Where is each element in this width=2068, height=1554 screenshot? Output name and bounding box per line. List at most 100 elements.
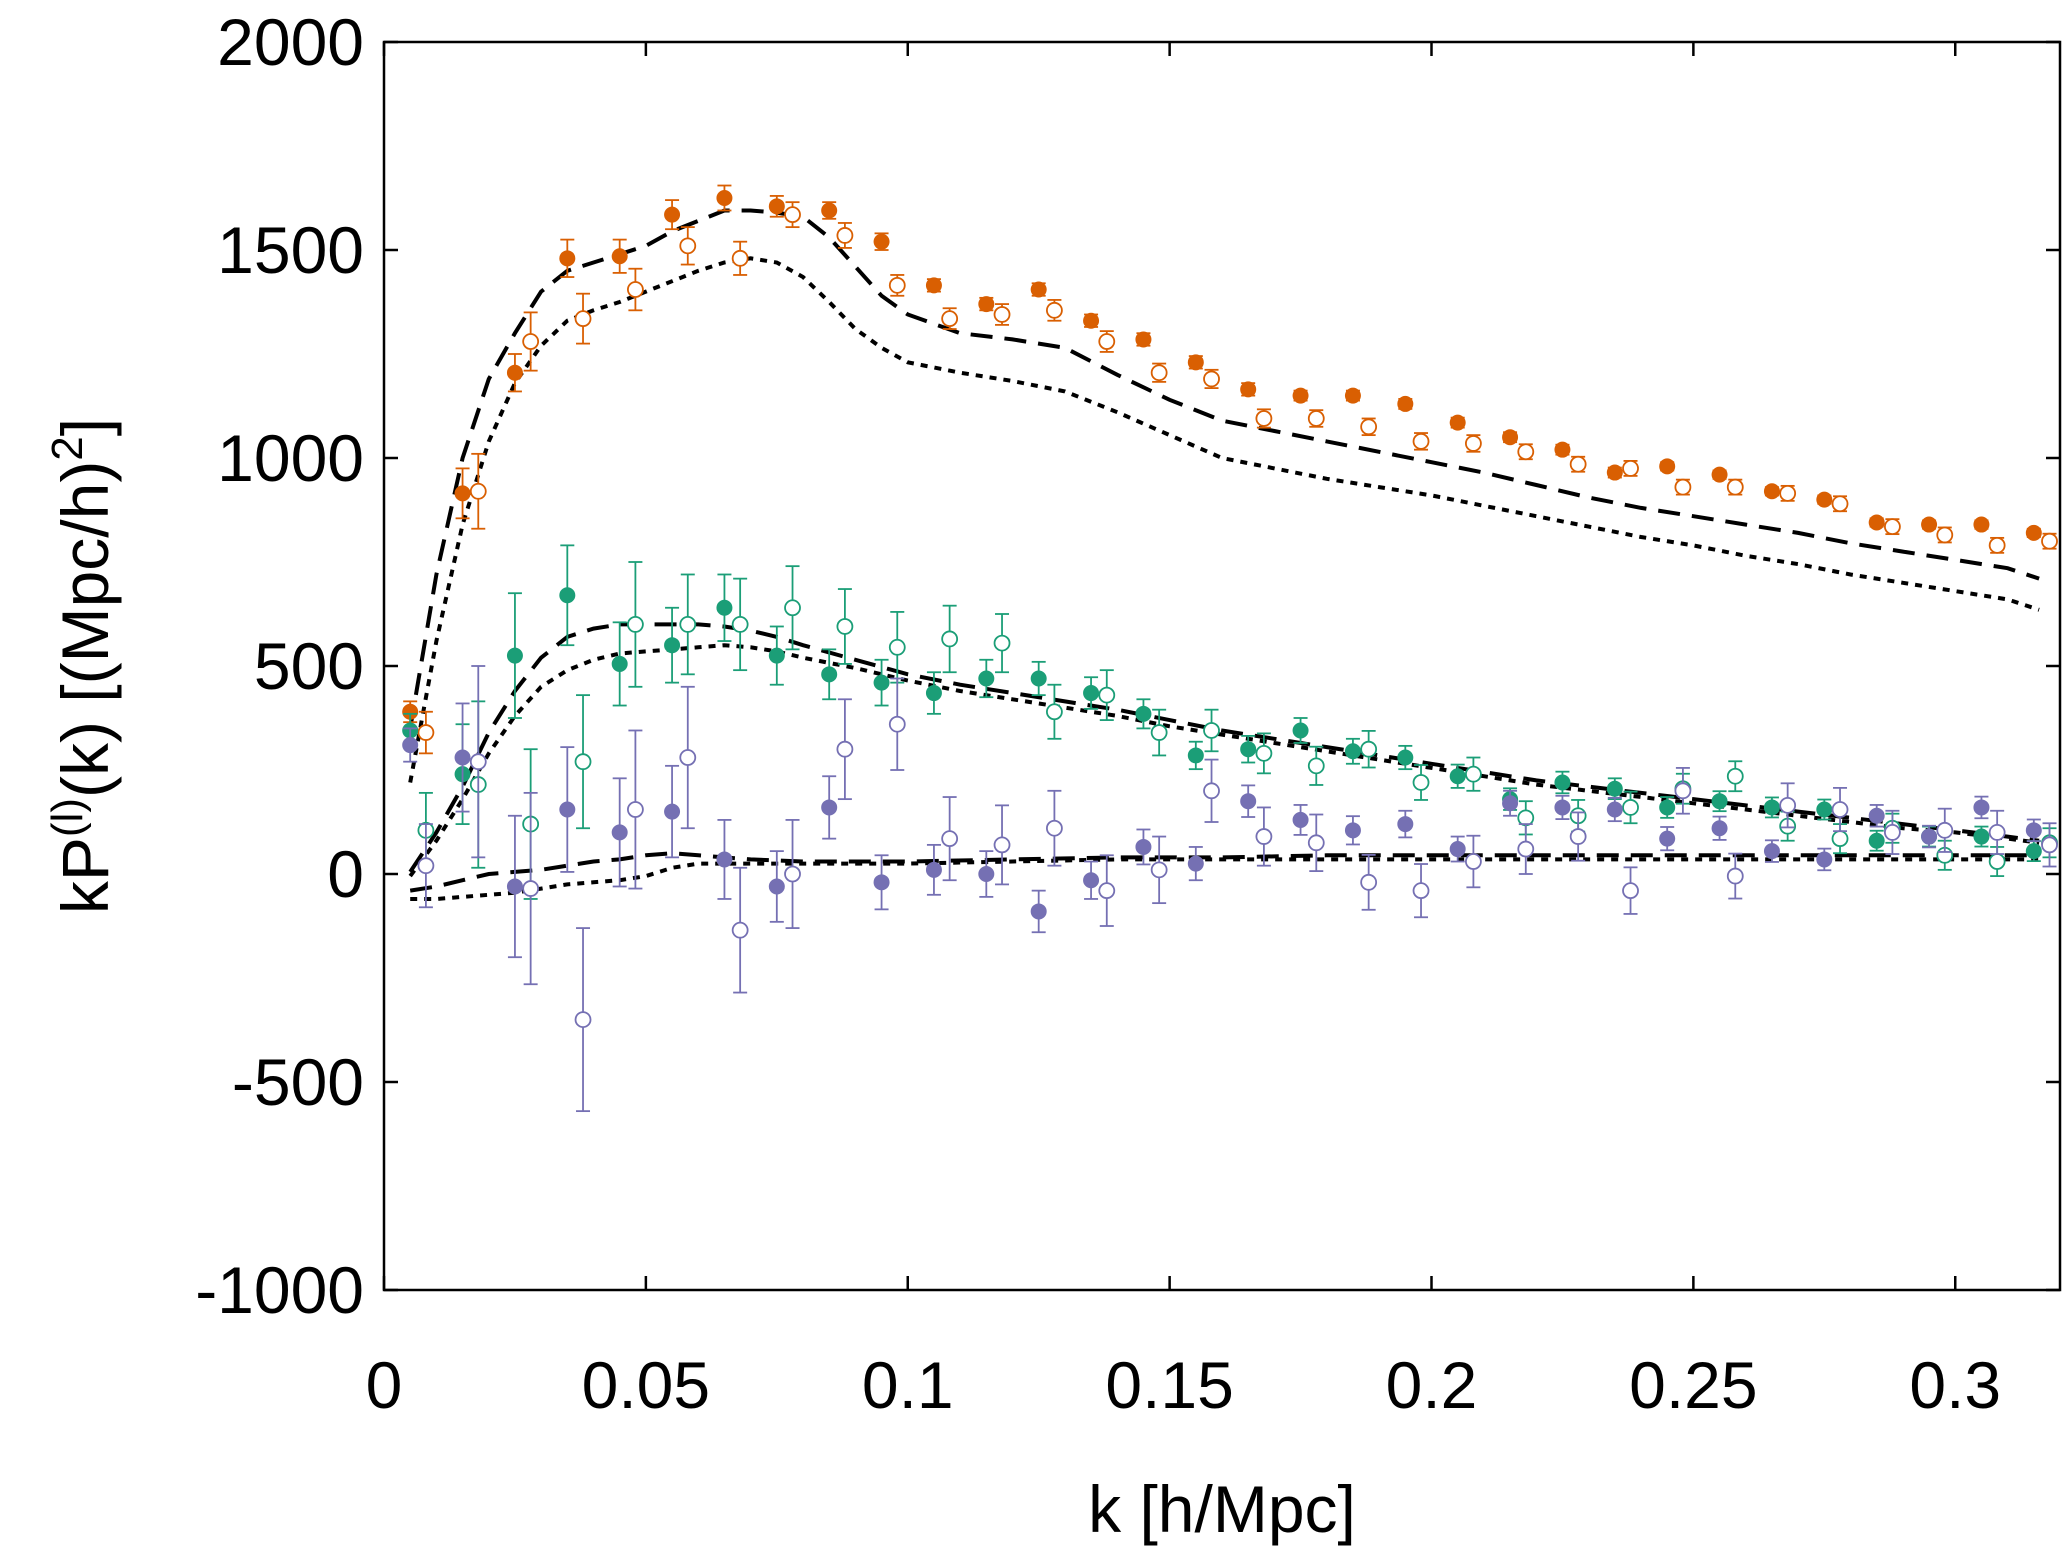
data-point-filled — [2025, 524, 2042, 541]
data-point-open — [836, 227, 854, 244]
data-point-open — [1936, 526, 1954, 544]
data-point-open — [784, 865, 801, 883]
data-point-filled — [821, 202, 838, 219]
data-point-filled — [1868, 514, 1885, 531]
data-point-filled — [454, 749, 471, 766]
data-point-filled — [1606, 780, 1623, 797]
data-point-open — [1046, 819, 1063, 837]
data-point-filled — [768, 198, 785, 215]
data-point-open — [1203, 370, 1220, 388]
quadrupole-model-dashed — [408, 622, 2040, 874]
data-point-open — [2041, 836, 2058, 854]
data-point-open — [888, 638, 906, 656]
data-point-filled — [1240, 741, 1257, 758]
data-point-filled — [1292, 722, 1309, 739]
data-point-open — [1046, 703, 1063, 721]
data-point-open — [1255, 410, 1273, 427]
data-point-open — [1360, 418, 1378, 436]
y-tick-label: -500 — [232, 1045, 364, 1119]
data-point-filled — [1240, 381, 1257, 398]
monopole-model-dashed — [408, 208, 2040, 729]
data-point-filled — [1344, 743, 1361, 760]
y-tick-label: 2000 — [217, 5, 364, 79]
data-point-open — [1831, 801, 1849, 818]
data-point-filled — [1344, 822, 1361, 839]
data-point-filled — [1606, 801, 1623, 818]
data-point-open — [941, 830, 959, 848]
x-tick-label: 0 — [366, 1348, 403, 1422]
data-point-open — [1674, 782, 1692, 800]
data-point-open — [679, 616, 697, 633]
data-point-filled — [559, 250, 576, 267]
data-point-filled — [1135, 705, 1152, 722]
data-point-filled — [1397, 749, 1414, 766]
data-point-open — [1098, 333, 1116, 350]
y-axis-title-sup2: 2 — [43, 436, 92, 460]
data-point-filled — [873, 233, 890, 250]
data-point-filled — [1135, 331, 1152, 348]
data-point-filled — [1449, 414, 1466, 431]
data-point-filled — [1921, 516, 1938, 533]
data-point-filled — [1816, 851, 1833, 868]
data-point-filled — [1921, 828, 1938, 845]
data-point-open — [1465, 853, 1482, 870]
data-point-filled — [1711, 820, 1728, 837]
x-tick-label: 0.2 — [1386, 1348, 1478, 1422]
data-point-filled — [1554, 799, 1571, 816]
data-point-open — [1098, 686, 1116, 704]
data-point-open — [627, 616, 644, 633]
data-point-open — [1988, 536, 2006, 554]
data-point-filled — [1554, 441, 1571, 458]
x-axis-title: k [h/Mpc] — [1088, 1472, 1356, 1546]
data-point-filled — [821, 666, 838, 683]
data-point-filled — [1659, 830, 1676, 847]
y-tick-label: 1000 — [217, 421, 364, 495]
data-point-filled — [2025, 843, 2042, 860]
data-point-open — [1150, 724, 1168, 741]
data-point-filled — [768, 647, 785, 664]
data-point-filled — [1397, 395, 1414, 412]
data-point-filled — [978, 670, 995, 687]
data-point-filled — [1187, 747, 1204, 764]
data-point-open — [731, 249, 749, 267]
data-point-filled — [402, 737, 419, 754]
data-point-filled — [1292, 811, 1309, 828]
data-point-open — [1726, 767, 1744, 785]
data-layer — [402, 184, 2058, 1113]
data-point-filled — [1030, 281, 1047, 298]
data-point-open — [627, 281, 644, 298]
data-point-filled — [1973, 516, 1990, 533]
data-point-open — [1726, 867, 1744, 885]
data-point-filled — [1763, 483, 1780, 500]
x-tick-label: 0.3 — [1909, 1348, 2001, 1422]
data-point-open — [2041, 532, 2058, 550]
data-point-filled — [611, 655, 628, 672]
data-point-filled — [1135, 838, 1152, 855]
data-point-filled — [1659, 458, 1676, 475]
hexadecapole-model-dotted — [410, 857, 2040, 901]
data-point-open — [731, 616, 749, 633]
data-point-open — [1569, 455, 1587, 473]
data-point-open — [1517, 809, 1535, 827]
data-point-open — [627, 801, 644, 818]
data-point-open — [1936, 821, 1954, 839]
data-point-filled — [1187, 855, 1204, 872]
data-point-open — [1307, 834, 1325, 852]
x-tick-label: 0.15 — [1105, 1348, 1233, 1422]
data-point-filled — [1606, 464, 1623, 481]
data-point-open — [679, 749, 697, 766]
data-point-open — [1098, 882, 1116, 900]
x-tick-label: 0.25 — [1629, 1348, 1757, 1422]
data-point-open — [469, 482, 487, 500]
data-point-filled — [1083, 312, 1100, 329]
data-point-open — [1988, 853, 2006, 870]
data-point-filled — [1711, 466, 1728, 483]
data-point-open — [1517, 840, 1535, 858]
data-point-filled — [1816, 491, 1833, 508]
data-point-open — [993, 634, 1011, 652]
data-point-open — [1988, 824, 2006, 841]
x-tick-label: 0.1 — [862, 1348, 954, 1422]
data-point-filled — [1397, 816, 1414, 833]
data-point-open — [1831, 495, 1849, 513]
